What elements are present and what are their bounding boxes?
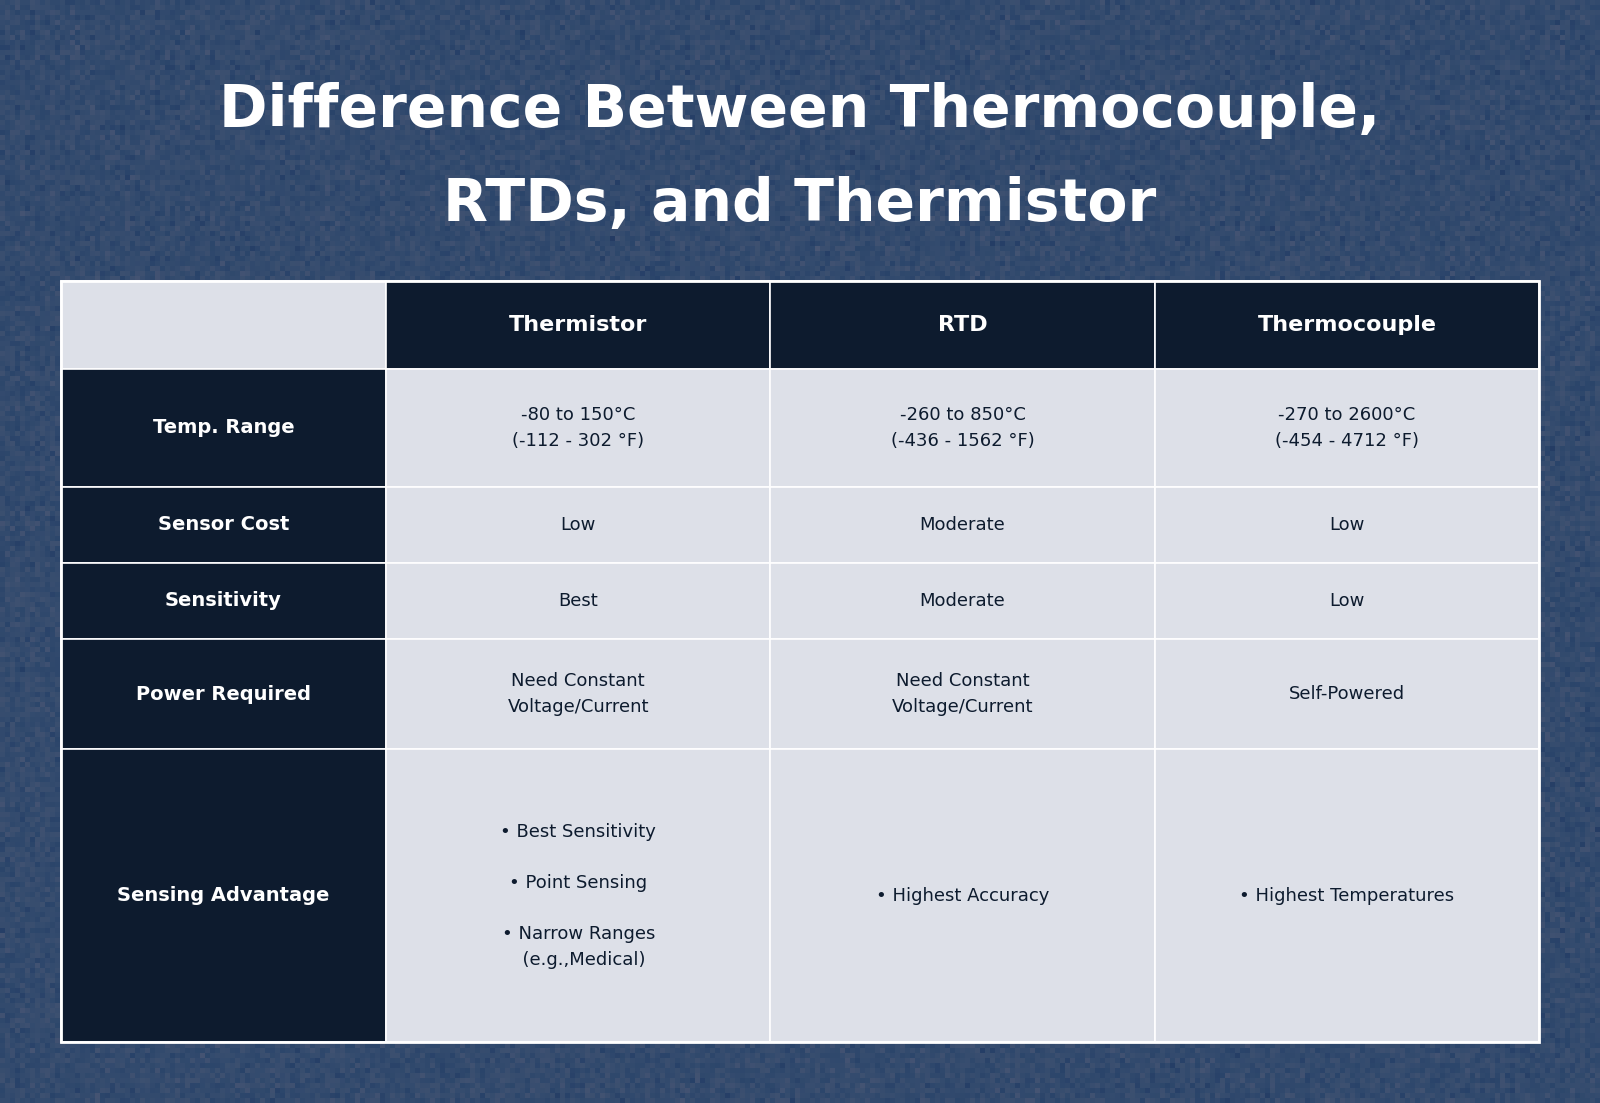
Text: -80 to 150°C
(-112 - 302 °F): -80 to 150°C (-112 - 302 °F): [512, 406, 645, 450]
Text: Low: Low: [560, 516, 595, 534]
Bar: [386, 486, 771, 563]
Text: RTDs, and Thermistor: RTDs, and Thermistor: [443, 175, 1157, 233]
Bar: [1155, 563, 1539, 639]
Text: RTD: RTD: [938, 315, 987, 335]
Bar: [61, 563, 386, 639]
Text: Best: Best: [558, 592, 598, 610]
Text: Low: Low: [1330, 516, 1365, 534]
Bar: [61, 281, 386, 368]
Bar: [771, 281, 1155, 368]
Bar: [1155, 486, 1539, 563]
Bar: [386, 281, 771, 368]
Bar: [771, 486, 1155, 563]
Bar: [1155, 639, 1539, 749]
Bar: [771, 368, 1155, 486]
Bar: [771, 749, 1155, 1042]
Text: Thermocouple: Thermocouple: [1258, 315, 1437, 335]
Text: • Best Sensitivity

• Point Sensing

• Narrow Ranges
  (e.g.,Medical): • Best Sensitivity • Point Sensing • Nar…: [501, 823, 656, 970]
Text: -270 to 2600°C
(-454 - 4712 °F): -270 to 2600°C (-454 - 4712 °F): [1275, 406, 1419, 450]
Bar: [61, 368, 386, 486]
Text: Sensitivity: Sensitivity: [165, 591, 282, 610]
Bar: [1155, 368, 1539, 486]
Text: Sensor Cost: Sensor Cost: [158, 515, 290, 534]
Text: Self-Powered: Self-Powered: [1290, 685, 1405, 703]
Text: Low: Low: [1330, 592, 1365, 610]
Bar: [1155, 281, 1539, 368]
Text: Difference Between Thermocouple,: Difference Between Thermocouple,: [219, 82, 1381, 139]
Bar: [386, 563, 771, 639]
Bar: [771, 563, 1155, 639]
Text: Moderate: Moderate: [920, 592, 1005, 610]
Bar: [61, 281, 1539, 1042]
Text: Moderate: Moderate: [920, 516, 1005, 534]
Text: -260 to 850°C
(-436 - 1562 °F): -260 to 850°C (-436 - 1562 °F): [891, 406, 1035, 450]
Text: Thermistor: Thermistor: [509, 315, 648, 335]
Text: Need Constant
Voltage/Current: Need Constant Voltage/Current: [891, 673, 1034, 716]
Text: Temp. Range: Temp. Range: [152, 418, 294, 437]
Bar: [386, 368, 771, 486]
Bar: [1155, 749, 1539, 1042]
Text: Need Constant
Voltage/Current: Need Constant Voltage/Current: [507, 673, 650, 716]
Bar: [61, 749, 386, 1042]
Bar: [386, 749, 771, 1042]
Bar: [61, 639, 386, 749]
Text: Sensing Advantage: Sensing Advantage: [117, 887, 330, 906]
Text: • Highest Accuracy: • Highest Accuracy: [875, 887, 1050, 904]
Text: • Highest Temperatures: • Highest Temperatures: [1240, 887, 1454, 904]
Bar: [771, 639, 1155, 749]
Text: Power Required: Power Required: [136, 685, 310, 704]
Bar: [386, 639, 771, 749]
Bar: [61, 486, 386, 563]
